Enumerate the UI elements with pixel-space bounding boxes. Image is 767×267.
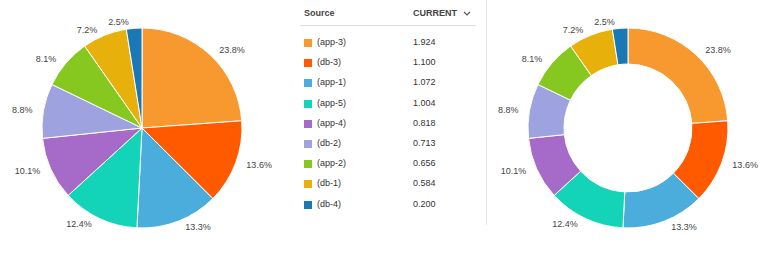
svg-text:7.2%: 7.2% <box>77 25 98 35</box>
html-text:0.656: 0.656 <box>413 158 436 169</box>
html-text:0.584: 0.584 <box>413 178 436 189</box>
html-text:1.004: 1.004 <box>413 97 436 108</box>
svg-text:8.1%: 8.1% <box>522 54 543 64</box>
svg-text:2.5%: 2.5% <box>594 17 615 27</box>
html-text:(app-1): (app-1) <box>317 77 346 88</box>
html-text:0.200: 0.200 <box>413 198 436 209</box>
html-text:Source: Source <box>304 8 335 18</box>
svg-text:23.8%: 23.8% <box>219 45 245 55</box>
html-text:CURRENT: CURRENT <box>413 8 457 18</box>
svg-text:12.4%: 12.4% <box>552 219 578 229</box>
html-text:1.072: 1.072 <box>413 77 436 88</box>
svg-text:13.3%: 13.3% <box>185 222 211 232</box>
svg-text:7.2%: 7.2% <box>563 25 584 35</box>
html-text:(app-3): (app-3) <box>317 37 346 47</box>
svg-text:13.3%: 13.3% <box>671 222 697 232</box>
html-text:(db-4): (db-4) <box>317 198 341 209</box>
html-text:0.818: 0.818 <box>413 117 436 128</box>
html-text:(app-4): (app-4) <box>317 117 346 128</box>
svg-text:10.1%: 10.1% <box>15 166 41 176</box>
html-text:(db-1): (db-1) <box>317 178 341 189</box>
svg-text:13.6%: 13.6% <box>246 160 272 170</box>
html-text:1.924: 1.924 <box>413 37 436 47</box>
svg-text:23.8%: 23.8% <box>705 45 731 55</box>
svg-text:8.1%: 8.1% <box>36 54 57 64</box>
svg-text:2.5%: 2.5% <box>108 17 129 27</box>
svg-text:8.8%: 8.8% <box>12 105 33 115</box>
html-text:(db-3): (db-3) <box>317 57 341 68</box>
html-text:(db-2): (db-2) <box>317 138 341 148</box>
html-text:0.713: 0.713 <box>413 138 436 148</box>
html-text:(app-2): (app-2) <box>317 158 346 169</box>
svg-text:10.1%: 10.1% <box>501 166 527 176</box>
svg-text:8.8%: 8.8% <box>498 105 519 115</box>
html-text:(app-5): (app-5) <box>317 97 346 108</box>
html-text:1.100: 1.100 <box>413 57 436 68</box>
svg-text:13.6%: 13.6% <box>732 160 758 170</box>
svg-text:12.4%: 12.4% <box>66 219 92 229</box>
